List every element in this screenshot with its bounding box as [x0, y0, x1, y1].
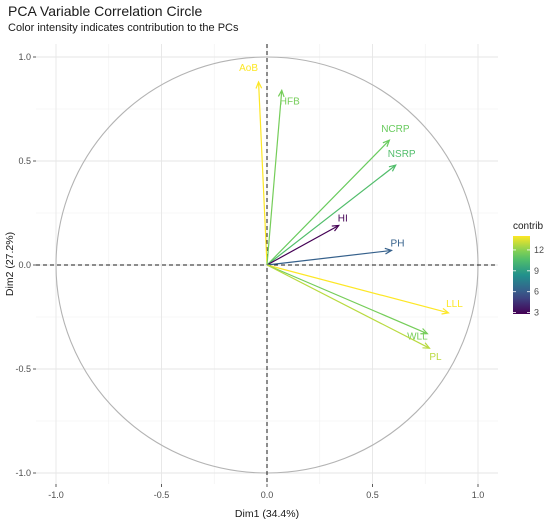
legend-tick-label: 3 [534, 308, 539, 318]
arrow-shaft [266, 224, 340, 266]
arrow-head [388, 164, 397, 172]
legend-tick-label: 9 [534, 266, 539, 276]
y-axis-ticks: -1.0 -0.5 0.0 0.5 1.0 [15, 52, 36, 478]
variable-label-hfb: HFB [280, 96, 300, 107]
y-tick-label: 0.0 [18, 260, 31, 270]
arrow-shaft [266, 264, 428, 335]
variable-label-ph: PH [391, 238, 405, 249]
arrow-head [382, 139, 391, 147]
arrow-shaft [266, 90, 283, 266]
arrow-lll: LLL [266, 264, 463, 315]
arrow-shaft [266, 264, 449, 314]
legend: contrib 3 6 9 12 [513, 221, 544, 318]
y-axis-label: Dim2 (27.2%) [4, 232, 16, 296]
arrow-shaft [257, 81, 268, 266]
x-tick-label: 0.5 [366, 490, 379, 500]
chart-subtitle: Color intensity indicates contribution t… [8, 22, 239, 34]
arrow-aob: AoB [239, 63, 268, 266]
variable-label-lll: LLL [446, 299, 463, 310]
arrow-head [384, 247, 393, 255]
variable-label-aob: AoB [239, 63, 258, 74]
arrow-wll: WLL [266, 264, 429, 343]
arrow-head [422, 342, 431, 349]
arrow-shaft [266, 164, 397, 266]
arrow-ncrp: NCRP [266, 124, 410, 266]
arrow-head [255, 80, 263, 89]
legend-title: contrib [513, 221, 543, 232]
variable-label-nsrp: NSRP [388, 149, 416, 160]
y-tick-label: 1.0 [18, 52, 31, 62]
arrow-nsrp: NSRP [266, 149, 416, 266]
arrow-head [331, 224, 341, 232]
arrow-shaft [266, 264, 430, 349]
x-tick-label: 1.0 [472, 490, 485, 500]
arrow-hfb: HFB [266, 88, 300, 266]
legend-tick-label: 6 [534, 287, 539, 297]
x-tick-label: -1.0 [48, 490, 64, 500]
x-tick-label: -0.5 [154, 490, 170, 500]
x-tick-label: 0.0 [261, 490, 274, 500]
legend-tick-label: 12 [534, 245, 544, 255]
colorbar-gradient [513, 236, 530, 314]
arrow-head [420, 328, 429, 335]
legend-ticks: 3 6 9 12 [513, 245, 544, 318]
arrow-shaft [266, 139, 390, 266]
legend-colorbar [513, 236, 530, 314]
y-tick-label: -0.5 [15, 364, 31, 374]
arrow-hi: HI [266, 213, 348, 266]
variable-label-hi: HI [338, 213, 348, 224]
arrow-pl: PL [266, 264, 442, 363]
arrow-ph: PH [266, 238, 405, 266]
arrow-shaft [266, 249, 392, 266]
variable-label-pl: PL [429, 352, 442, 363]
x-axis-ticks: -1.0 -0.5 0.0 0.5 1.0 [48, 484, 484, 500]
variable-label-wll: WLL [407, 332, 428, 343]
x-axis-label: Dim1 (34.4%) [235, 508, 299, 520]
chart-title: PCA Variable Correlation Circle [8, 3, 202, 19]
arrow-head [277, 88, 285, 98]
y-tick-label: 0.5 [18, 156, 31, 166]
y-tick-label: -1.0 [15, 468, 31, 478]
arrow-head [441, 307, 450, 315]
variable-label-ncrp: NCRP [381, 124, 410, 135]
